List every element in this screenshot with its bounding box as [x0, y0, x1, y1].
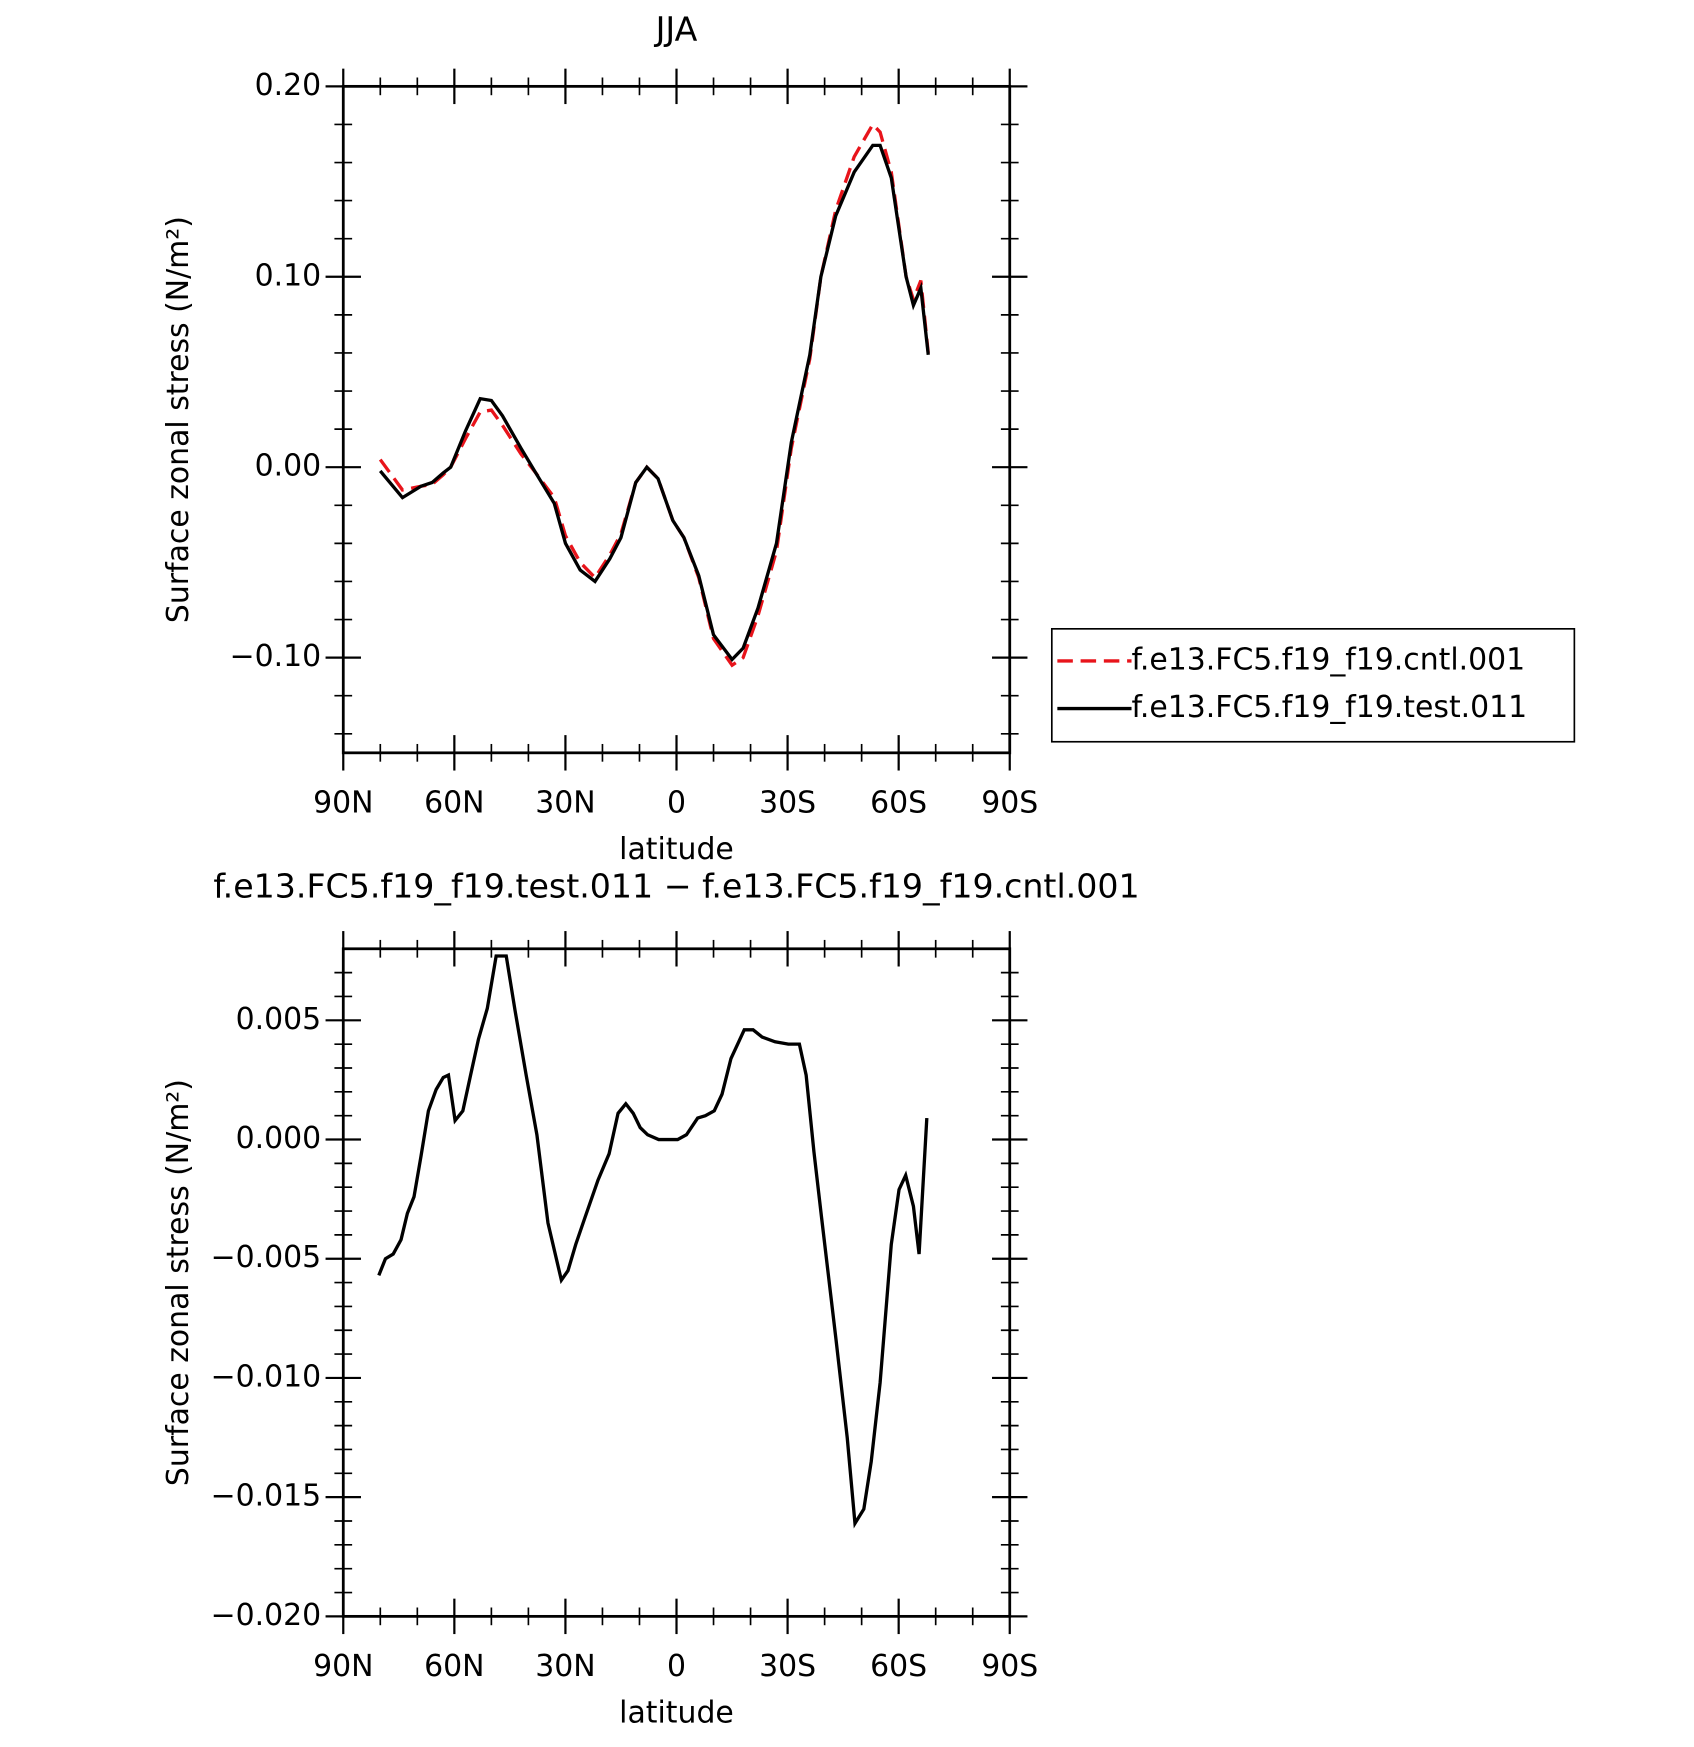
y-axis-label: Surface zonal stress (N/m²): [161, 1079, 196, 1486]
x-tick-label: 60S: [870, 1649, 927, 1684]
y-tick-label: 0.000: [236, 1121, 322, 1156]
plot-frame: [341, 947, 1012, 1618]
x-tick-label: 30N: [535, 785, 595, 820]
data-line: [377, 954, 929, 1529]
plot-frame: [341, 84, 1012, 755]
legend-label: f.e13.FC5.f19_f19.test.011: [1132, 690, 1528, 725]
data-line: [378, 121, 930, 668]
x-tick-label: 0: [667, 785, 686, 820]
y-tick-label: −0.015: [211, 1479, 322, 1514]
y-tick-label: −0.10: [230, 639, 322, 674]
plot: f.e13.FC5.f19_f19.test.011 − f.e13.FC5.f…: [161, 866, 1140, 1730]
y-tick-label: 0.00: [255, 449, 322, 484]
x-tick-label: 0: [667, 1649, 686, 1684]
x-tick-label: 30S: [759, 785, 816, 820]
x-tick-label: 60N: [424, 785, 484, 820]
y-axis-label: Surface zonal stress (N/m²): [161, 216, 196, 623]
x-axis-label: latitude: [619, 832, 734, 867]
x-tick-label: 90S: [981, 1649, 1038, 1684]
y-tick-label: −0.020: [211, 1598, 322, 1633]
y-tick-label: 0.20: [255, 68, 322, 103]
plot: JJA latitude Surface zonal stress (N/m²) 90…: [161, 9, 1576, 867]
y-tick-label: −0.005: [211, 1240, 322, 1275]
legend-box: [1050, 628, 1576, 743]
x-tick-label: 60N: [424, 1649, 484, 1684]
x-axis-label: latitude: [619, 1695, 734, 1730]
chart-title: f.e13.FC5.f19_f19.test.011 − f.e13.FC5.f…: [213, 866, 1139, 905]
x-tick-label: 90N: [313, 1649, 373, 1684]
y-tick-label: 0.005: [236, 1002, 322, 1037]
x-tick-label: 30N: [535, 1649, 595, 1684]
legend-label: f.e13.FC5.f19_f19.cntl.001: [1132, 642, 1526, 677]
x-tick-label: 90N: [313, 785, 373, 820]
x-tick-label: 30S: [759, 1649, 816, 1684]
y-tick-label: −0.010: [211, 1359, 322, 1394]
y-tick-label: 0.10: [255, 258, 322, 293]
x-tick-label: 90S: [981, 785, 1038, 820]
x-tick-label: 60S: [870, 785, 927, 820]
data-line: [378, 143, 930, 663]
chart-title: JJA: [654, 9, 698, 48]
